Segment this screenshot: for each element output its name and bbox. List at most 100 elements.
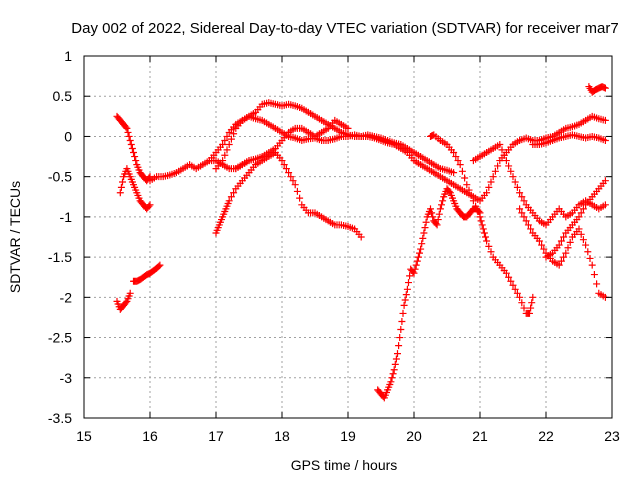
data-point xyxy=(400,301,408,309)
data-point xyxy=(397,326,405,334)
data-point xyxy=(399,309,407,317)
data-point xyxy=(219,157,227,165)
data-point xyxy=(146,201,154,209)
data-point xyxy=(406,272,414,280)
data-point xyxy=(126,136,134,144)
series-arc4 xyxy=(130,261,164,285)
data-point xyxy=(278,157,286,165)
series-arc14 xyxy=(542,177,609,261)
x-tick-label: 20 xyxy=(406,428,422,444)
data-point xyxy=(487,248,495,256)
data-point xyxy=(116,189,124,197)
data-point xyxy=(287,173,295,181)
data-point xyxy=(557,257,565,265)
data-point xyxy=(128,145,136,153)
data-point xyxy=(230,189,238,197)
data-point xyxy=(432,220,440,228)
data-point xyxy=(509,173,517,181)
data-point xyxy=(516,189,524,197)
data-point xyxy=(410,269,418,277)
series-arc1 xyxy=(113,112,154,185)
y-tick-label: -2 xyxy=(60,289,73,305)
data-point xyxy=(577,209,585,217)
data-point xyxy=(474,208,482,216)
data-point xyxy=(564,244,572,252)
data-point xyxy=(421,224,429,232)
data-point xyxy=(483,189,491,197)
data-point xyxy=(225,140,233,148)
data-point xyxy=(518,193,526,201)
data-point xyxy=(579,236,587,244)
data-point xyxy=(529,293,537,301)
y-axis-label: SDTVAR / TECUs xyxy=(7,181,23,293)
x-tick-label: 16 xyxy=(142,428,158,444)
data-point xyxy=(472,202,480,210)
data-point xyxy=(487,178,495,186)
data-point xyxy=(388,374,396,382)
data-point xyxy=(485,183,493,191)
data-point xyxy=(454,157,462,165)
x-tick-label: 21 xyxy=(472,428,488,444)
grid xyxy=(84,56,612,418)
series-arc16 xyxy=(585,83,609,96)
data-point xyxy=(416,249,423,257)
data-point xyxy=(482,233,489,241)
data-point xyxy=(223,132,231,140)
data-point xyxy=(427,205,434,213)
data-point xyxy=(509,281,517,289)
x-tick-label: 19 xyxy=(340,428,356,444)
data-point xyxy=(479,225,487,233)
data-point xyxy=(465,186,473,194)
data-marks xyxy=(113,83,609,402)
data-point xyxy=(130,149,137,157)
data-point xyxy=(434,216,442,224)
data-point xyxy=(433,221,441,229)
data-point xyxy=(405,279,412,287)
data-point xyxy=(562,249,570,257)
data-point xyxy=(419,234,427,242)
data-point xyxy=(392,355,400,363)
data-point xyxy=(390,366,398,374)
y-tick-label: -1 xyxy=(60,209,73,225)
data-point xyxy=(582,241,590,249)
data-point xyxy=(280,161,288,169)
data-point xyxy=(575,225,583,233)
data-point xyxy=(476,213,484,221)
data-point xyxy=(500,151,508,159)
data-point xyxy=(227,193,235,201)
data-point xyxy=(389,370,397,378)
data-point xyxy=(505,162,513,170)
data-point xyxy=(520,304,528,312)
data-point xyxy=(450,169,458,177)
series-arc3 xyxy=(113,289,134,313)
data-point xyxy=(480,229,488,237)
data-point xyxy=(485,242,493,250)
data-point xyxy=(507,167,515,175)
data-point xyxy=(491,167,499,175)
chart-title: Day 002 of 2022, Sidereal Day-to-day VTE… xyxy=(71,20,618,37)
data-point xyxy=(122,123,130,131)
data-point xyxy=(498,146,506,154)
data-point xyxy=(520,197,528,205)
data-point xyxy=(429,213,437,221)
data-point xyxy=(560,233,568,241)
series-arc5 xyxy=(146,157,253,185)
data-point xyxy=(463,181,471,189)
y-tick-label: -0.5 xyxy=(48,169,72,185)
data-point xyxy=(566,238,574,246)
series-arc10 xyxy=(374,185,484,402)
y-tick-label: -2.5 xyxy=(48,330,72,346)
data-point xyxy=(555,241,563,249)
data-point xyxy=(456,161,464,169)
series-arc15 xyxy=(529,131,609,148)
data-point xyxy=(132,157,140,165)
data-point xyxy=(435,210,443,218)
data-point xyxy=(461,174,469,182)
data-point xyxy=(524,221,532,229)
data-point xyxy=(417,245,425,253)
data-point xyxy=(402,291,410,299)
data-point xyxy=(155,262,163,270)
x-tick-label: 17 xyxy=(208,428,224,444)
data-point xyxy=(420,229,428,237)
data-point xyxy=(289,177,297,185)
